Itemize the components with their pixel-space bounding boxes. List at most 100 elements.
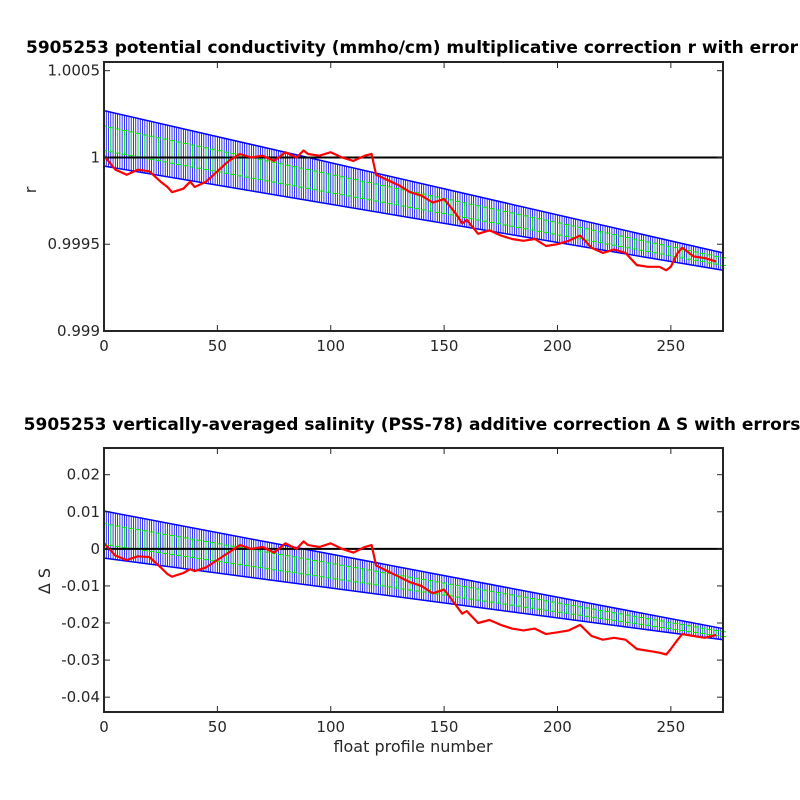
- x-tick-label: 200: [543, 337, 572, 355]
- fit-marker: [366, 182, 373, 201]
- fit-marker: [352, 567, 359, 583]
- fit-marker: [162, 533, 169, 555]
- fit-marker: [345, 177, 352, 197]
- fit-marker: [461, 202, 468, 218]
- y-axis-label: r: [21, 186, 40, 193]
- fit-marker: [624, 237, 631, 249]
- fit-marker: [393, 187, 400, 206]
- y-tick-label: 0.9995: [48, 235, 101, 253]
- plot-frame: [103, 61, 724, 332]
- fit-marker: [339, 564, 346, 581]
- fit-marker: [332, 174, 339, 194]
- fit-marker: [556, 222, 563, 236]
- fit-marker: [298, 557, 305, 575]
- fit-marker: [604, 232, 611, 245]
- error-bars: [104, 511, 724, 640]
- fit-marker: [495, 592, 502, 604]
- fit-marker: [284, 555, 291, 573]
- fit-marker: [345, 565, 352, 582]
- fit-marker: [502, 593, 509, 605]
- fit-marker: [169, 140, 176, 164]
- fit-marker: [536, 599, 543, 610]
- fit-marker: [468, 203, 475, 220]
- fit-marker: [277, 163, 284, 184]
- chart-panel-salinity: 5905253 vertically-averaged salinity (PS…: [24, 415, 800, 756]
- fit-marker: [488, 590, 495, 603]
- fit-marker: [121, 129, 128, 155]
- y-tick-label: 0.02: [67, 466, 100, 484]
- fit-marker: [305, 558, 312, 576]
- fit-marker: [651, 242, 658, 254]
- fit-marker: [563, 603, 570, 614]
- fit-marker: [481, 206, 488, 222]
- fit-marker: [264, 551, 271, 570]
- fit-marker: [645, 618, 652, 626]
- fit-marker: [305, 169, 312, 189]
- fit-marker: [325, 173, 332, 193]
- y-tick-label: -0.02: [61, 614, 100, 632]
- fit-marker: [291, 556, 298, 574]
- x-tick-label: 250: [657, 718, 686, 736]
- series-line: [104, 149, 717, 272]
- fit-marker: [651, 619, 658, 627]
- y-tick-label: -0.04: [61, 688, 100, 706]
- fit-marker: [706, 628, 713, 636]
- fit-marker: [617, 235, 624, 247]
- x-tick-label: 250: [657, 337, 686, 355]
- x-tick-label: 0: [99, 337, 109, 355]
- fit-marker: [645, 241, 652, 253]
- fit-marker: [509, 212, 516, 227]
- fit-marker: [373, 570, 380, 586]
- fit-marker: [325, 562, 332, 579]
- fit-marker: [461, 586, 468, 599]
- x-tick-label: 50: [208, 337, 227, 355]
- fit-marker: [427, 195, 434, 212]
- x-tick-label: 50: [208, 718, 227, 736]
- fit-marker: [502, 210, 509, 226]
- fit-marker: [522, 596, 529, 608]
- fit-marker: [556, 602, 563, 613]
- fit-marker: [515, 595, 522, 607]
- fit-marker: [257, 158, 264, 181]
- error-band-lower: [104, 165, 724, 271]
- fit-marker: [529, 597, 536, 609]
- fit-marker: [549, 221, 556, 235]
- fit-marker: [420, 578, 427, 593]
- fit-marker: [264, 160, 271, 182]
- fit-marker: [182, 537, 189, 558]
- x-tick-label: 150: [430, 718, 459, 736]
- fit-marker: [638, 239, 645, 251]
- fit-marker: [175, 141, 182, 165]
- fit-marker: [121, 526, 128, 548]
- fit-marker: [468, 587, 475, 600]
- fit-marker: [141, 530, 148, 551]
- fit-marker: [638, 616, 645, 625]
- fit-marker: [509, 594, 516, 606]
- fit-marker: [699, 627, 706, 635]
- fit-marker: [529, 216, 536, 231]
- fit-marker: [665, 245, 672, 256]
- fit-marker: [114, 525, 121, 547]
- y-tick-label: 0.01: [67, 503, 100, 521]
- fit-marker: [611, 234, 618, 246]
- fit-marker: [597, 609, 604, 619]
- error-bars: [104, 110, 724, 271]
- fit-marker: [597, 231, 604, 244]
- fit-marker: [672, 622, 679, 630]
- fit-marker: [543, 600, 550, 611]
- fit-marker: [604, 611, 611, 620]
- fit-marker: [577, 606, 584, 616]
- fit-marker: [692, 626, 699, 634]
- fit-marker: [481, 589, 488, 602]
- fit-marker: [611, 612, 618, 621]
- fit-marker: [583, 607, 590, 617]
- fit-marker: [658, 244, 665, 255]
- fit-marker: [563, 223, 570, 237]
- fit-marker: [617, 613, 624, 622]
- fit-marker: [495, 209, 502, 225]
- error-band-upper: [104, 109, 724, 254]
- fit-marker: [543, 219, 550, 234]
- plot-area: [104, 109, 726, 272]
- fit-marker: [203, 540, 210, 561]
- fit-marker: [107, 127, 114, 153]
